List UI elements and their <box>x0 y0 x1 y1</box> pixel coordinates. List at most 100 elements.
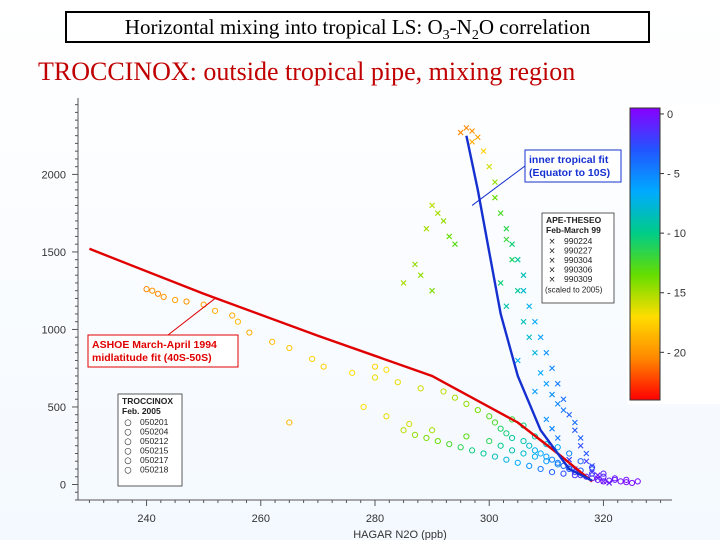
legend-entry: 990304 <box>564 255 593 265</box>
data-point-circle <box>451 394 459 401</box>
data-point-cross <box>492 179 498 186</box>
data-point-cross <box>589 469 595 475</box>
data-point-circle <box>383 366 390 373</box>
data-point-circle <box>474 406 481 414</box>
data-point-cross <box>554 380 561 387</box>
data-point-cross <box>452 241 458 248</box>
data-point-cross <box>429 202 436 209</box>
data-point-cross <box>543 349 550 356</box>
data-point-circle <box>594 476 601 483</box>
data-point-circle <box>491 453 499 460</box>
colorbar-tick-label: - 10 <box>667 228 686 240</box>
data-point-cross <box>526 334 533 341</box>
legend-marker: × <box>548 256 555 266</box>
data-point-circle <box>411 431 419 438</box>
data-point-circle <box>417 385 424 392</box>
data-point-circle <box>463 400 470 407</box>
data-point-circle <box>600 470 607 477</box>
legend-entry: 050204 <box>140 427 169 437</box>
tropical-leader-line <box>471 165 526 206</box>
data-point-cross <box>412 261 418 268</box>
data-point-cross <box>503 225 510 232</box>
legend-marker: × <box>548 266 555 276</box>
data-point-circle <box>617 478 624 485</box>
legend-marker: × <box>548 247 555 257</box>
legend-marker: ○ <box>124 466 131 476</box>
data-point-cross <box>583 458 590 465</box>
data-point-circle <box>457 444 464 451</box>
data-point-circle <box>320 363 327 370</box>
data-point-circle <box>531 447 539 454</box>
data-point-cross <box>549 425 555 432</box>
data-point-circle <box>183 298 190 305</box>
data-point-cross <box>480 148 487 155</box>
data-point-cross <box>514 256 521 263</box>
colorbar-tick-label: - 5 <box>667 169 680 181</box>
legend-entry: 990306 <box>564 265 593 275</box>
data-point-cross <box>463 125 470 131</box>
legend-title: TROCCINOX <box>122 396 173 406</box>
fit-label-line: ASHOE March-April 1994 <box>92 339 217 351</box>
colorbar-tick-label: - 15 <box>667 288 686 300</box>
data-point-circle <box>531 453 539 460</box>
data-point-cross <box>532 349 538 356</box>
data-point-cross <box>549 391 555 398</box>
data-point-circle <box>503 430 510 437</box>
colorbar-tick-label: - 20 <box>667 347 686 359</box>
data-point-circle <box>588 470 596 477</box>
data-point-cross <box>400 280 407 286</box>
title-mid: -N <box>449 15 472 39</box>
legend-entry: 050215 <box>140 446 169 456</box>
colorbar <box>629 107 661 401</box>
data-point-cross <box>572 419 578 426</box>
data-point-circle <box>623 479 630 486</box>
legend-marker: ○ <box>124 418 131 428</box>
data-point-cross <box>560 407 567 413</box>
y-tick-label: 1000 <box>42 324 66 336</box>
data-point-circle <box>577 458 584 465</box>
legend-box <box>117 393 183 487</box>
data-point-circle <box>440 388 447 395</box>
title-prefix: Horizontal mixing into tropical LS: O <box>124 15 443 39</box>
slide-subtitle: TROCCINOX: outside tropical pipe, mixing… <box>38 57 576 86</box>
data-point-circle <box>429 427 436 434</box>
data-point-cross <box>554 435 561 441</box>
x-tick-label: 240 <box>137 513 155 525</box>
data-point-cross <box>497 210 504 217</box>
data-point-circle <box>383 413 390 420</box>
data-point-circle <box>286 344 293 352</box>
data-point-cross <box>509 256 515 263</box>
data-point-cross <box>474 134 481 141</box>
fit-label-line: inner tropical fit <box>529 154 609 166</box>
data-point-cross <box>566 411 573 418</box>
data-point-cross <box>503 236 510 243</box>
midlatitude-fit-label-box <box>87 334 239 368</box>
data-point-circle <box>588 464 596 471</box>
data-point-circle <box>497 442 504 449</box>
data-point-cross <box>417 272 424 279</box>
data-point-circle <box>486 413 493 420</box>
data-point-cross <box>509 241 515 248</box>
data-point-circle <box>514 459 521 466</box>
legend-entry: 990227 <box>564 246 593 256</box>
data-point-circle <box>508 434 516 442</box>
data-point-cross <box>457 129 464 136</box>
data-point-circle <box>606 477 613 484</box>
data-point-cross <box>594 472 601 479</box>
data-point-cross <box>429 287 436 294</box>
legend-note: (scaled to 2005) <box>545 286 603 295</box>
data-point-circle <box>600 478 607 485</box>
data-point-cross <box>514 357 521 364</box>
tropical-fit-label-box <box>524 149 622 183</box>
data-point-circle <box>486 437 493 445</box>
slide-title: Horizontal mixing into tropical LS: O3-N… <box>65 11 650 43</box>
data-point-circle <box>491 419 499 426</box>
legend-marker: ○ <box>124 456 131 466</box>
data-point-circle <box>286 419 293 426</box>
legend-entry: 990224 <box>564 236 593 246</box>
data-point-circle <box>371 363 379 370</box>
data-point-circle <box>543 453 550 460</box>
data-point-circle <box>246 329 253 336</box>
